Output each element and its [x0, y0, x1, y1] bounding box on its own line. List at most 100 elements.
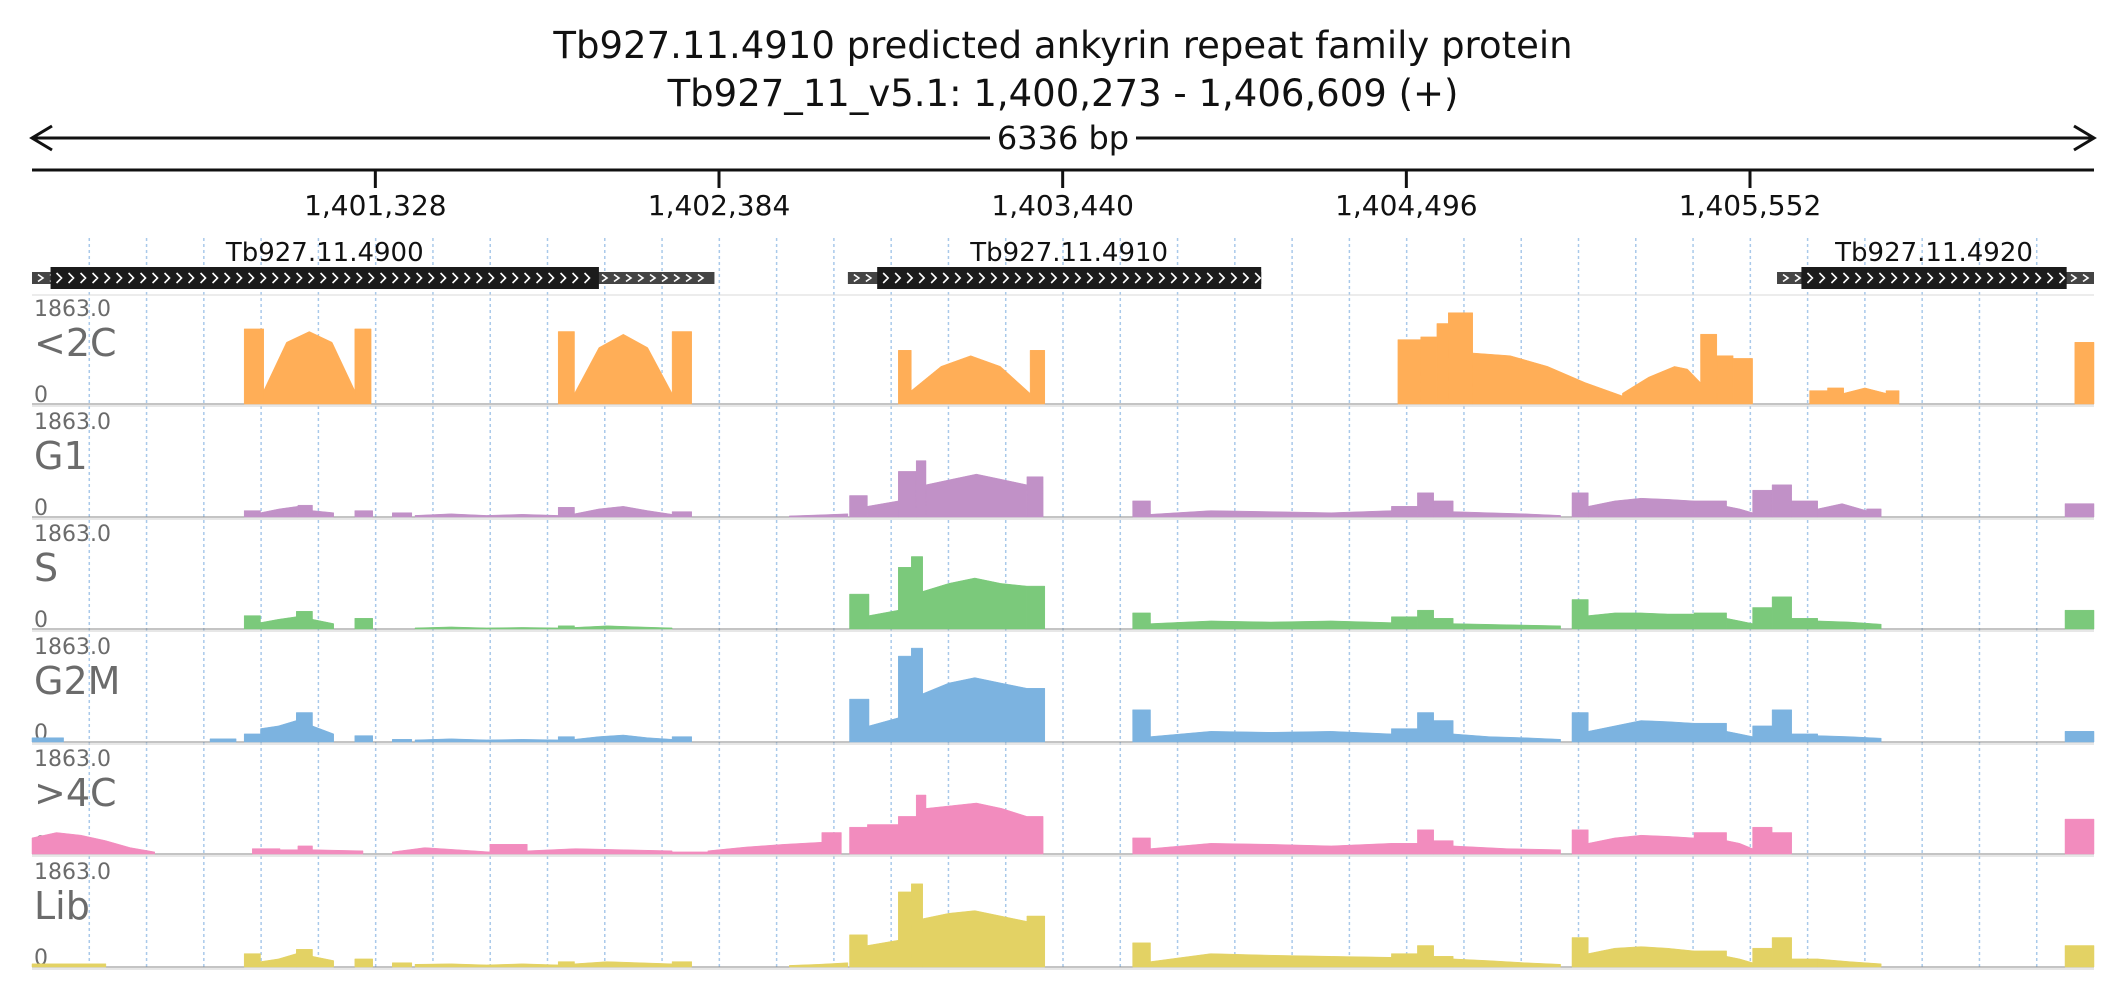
coverage-area: [1752, 489, 1773, 518]
coverage-area: [898, 816, 917, 855]
track-max-label: 1863.0: [34, 860, 111, 885]
track-max-label: 1863.0: [34, 297, 111, 322]
coverage-area: [1026, 816, 1044, 855]
coverage-area: [574, 333, 673, 405]
coverage-area: [1571, 492, 1589, 518]
coverage-area: [1433, 956, 1454, 968]
coverage-area: [849, 495, 868, 518]
coverage-area: [209, 738, 237, 743]
coverage-area: [671, 736, 692, 743]
coverage-area: [392, 962, 413, 968]
coverage-area: [925, 802, 1028, 855]
coverage-area: [849, 593, 870, 630]
track-name: S: [34, 546, 58, 590]
coverage-area: [392, 739, 413, 743]
coverage-area: [1150, 953, 1392, 968]
coverage-area: [557, 736, 575, 743]
coverage-area: [557, 507, 575, 518]
coverage-area: [1817, 620, 1882, 630]
coverage-area: [922, 577, 1028, 630]
coverage-area: [1132, 837, 1151, 855]
coverage-area: [1752, 725, 1773, 743]
coverage-area: [2064, 609, 2095, 630]
track-max-label: 1863.0: [34, 522, 111, 547]
coverage-area: [1417, 829, 1434, 855]
coverage-area: [911, 883, 923, 968]
gene-label: Tb927.11.4910: [969, 238, 1168, 268]
coverage-area: [1843, 387, 1887, 405]
coverage-area: [574, 734, 673, 743]
coverage-track: 1863.00>4C: [31, 747, 2095, 858]
gene-annotation-track: Tb927.11.4900 Tb927.11.4910 Tb927.11.4920: [32, 238, 2094, 296]
coverage-area: [1150, 620, 1392, 630]
coverage-area: [297, 845, 313, 855]
coverage-area: [1026, 476, 1044, 518]
coverage-area: [867, 824, 899, 855]
coverage-area: [1817, 958, 1882, 968]
coverage-area: [243, 733, 261, 743]
axis-tick-label: 1,404,496: [1335, 189, 1478, 222]
coverage-area: [1452, 845, 1561, 855]
coverage-area: [1726, 505, 1753, 518]
coverage-area: [911, 647, 923, 743]
cds-strand-chevrons: [55, 272, 591, 284]
coverage-area: [2064, 945, 2095, 968]
coverage-area: [1588, 720, 1695, 743]
locus-label: Tb927_11_v5.1: 1,400,273 - 1,406,609 (+): [667, 72, 1459, 115]
coverage-area: [243, 328, 264, 405]
coverage-area: [354, 510, 373, 518]
span-arrowhead-right: [2073, 124, 2097, 152]
coverage-area: [1791, 500, 1818, 518]
coverage-area: [557, 625, 575, 630]
coverage-area: [1771, 484, 1792, 518]
coverage-area: [1420, 336, 1438, 405]
coverage-area: [1726, 840, 1753, 855]
coverage-area: [1817, 503, 1867, 518]
coverage-tracks: 1863.00<2C1863.00G11863.00S1863.00G2M186…: [31, 297, 2095, 971]
coverage-area: [789, 962, 849, 968]
coverage-area: [1417, 492, 1434, 518]
coverage-area: [1693, 832, 1727, 855]
coverage-area: [671, 961, 692, 968]
coverage-area: [1622, 366, 1701, 405]
span-label-backdrop: [990, 122, 1136, 158]
cds-strand-chevrons: [882, 272, 1262, 284]
coverage-area: [1827, 387, 1844, 405]
coverage-area: [296, 712, 313, 743]
coverage-area: [312, 510, 334, 518]
track-zero-label: 0: [34, 496, 48, 521]
coverage-area: [1448, 312, 1473, 405]
coverage-area: [574, 506, 673, 518]
coverage-area: [1026, 915, 1046, 968]
coverage-area: [31, 737, 64, 743]
coverage-area: [1452, 511, 1561, 518]
track-max-label: 1863.0: [34, 410, 111, 435]
span-ruler: 6336 bp: [29, 119, 2097, 158]
coverage-area: [260, 720, 297, 743]
coverage-area: [898, 471, 917, 518]
coverage-area: [868, 609, 899, 630]
coverage-area: [557, 331, 575, 405]
coverage-area: [1588, 497, 1695, 518]
coordinate-axis: 1,401,328 1,402,384 1,403,440 1,404,496 1,40…: [32, 168, 2094, 222]
coverage-area: [574, 625, 673, 630]
axis-tick-label: 1,402,384: [648, 189, 791, 222]
coverage-area: [557, 961, 575, 968]
coverage-area: [1417, 712, 1434, 743]
axis-tick-label: 1,403,440: [991, 189, 1134, 222]
coverage-area: [1726, 955, 1753, 968]
coverage-area: [867, 939, 899, 968]
coverage-area: [911, 355, 1031, 405]
coverage-area: [1417, 945, 1434, 968]
coverage-area: [2064, 503, 2095, 518]
coverage-area: [2064, 731, 2095, 743]
chart-title: Tb927.11.4910 predicted ankyrin repeat f…: [552, 24, 1572, 67]
coverage-area: [1132, 612, 1151, 630]
track-name: >4C: [34, 771, 117, 815]
coverage-area: [1452, 958, 1561, 968]
axis-tick-label: 1,405,552: [1679, 189, 1822, 222]
coverage-area: [1726, 617, 1753, 630]
coverage-area: [1391, 728, 1418, 743]
